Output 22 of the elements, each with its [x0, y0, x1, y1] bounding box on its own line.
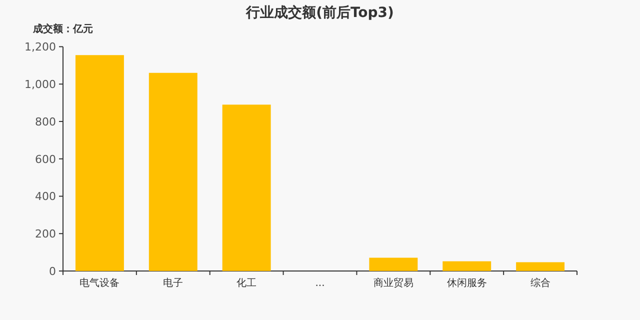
bar — [369, 258, 418, 271]
bar — [148, 72, 198, 271]
chart-title: 行业成交额(前后Top3) — [245, 4, 394, 21]
x-tick-label: 综合 — [530, 277, 550, 289]
x-tick-label: 电气设备 — [80, 277, 120, 289]
y-tick-label: 1,000 — [24, 78, 56, 92]
y-tick-label: 1,200 — [24, 40, 56, 54]
bar — [516, 262, 565, 271]
x-tick-label: 休闲服务 — [446, 277, 487, 289]
y-tick-label: 600 — [35, 152, 56, 166]
bar — [442, 261, 492, 271]
y-tick-label: 200 — [35, 228, 56, 241]
y-tick-label: 0 — [49, 265, 56, 278]
x-tick-label: 商业贸易 — [373, 277, 414, 289]
x-tick-label: 化工 — [236, 277, 257, 289]
x-tick-label: 电子 — [163, 277, 184, 289]
bar — [75, 55, 124, 271]
y-tick-label: 800 — [35, 115, 56, 128]
bar — [222, 104, 271, 271]
y-axis-title: 成交额：亿元 — [32, 23, 93, 35]
y-tick-label: 400 — [35, 190, 56, 204]
x-tick-label: ... — [315, 278, 325, 289]
